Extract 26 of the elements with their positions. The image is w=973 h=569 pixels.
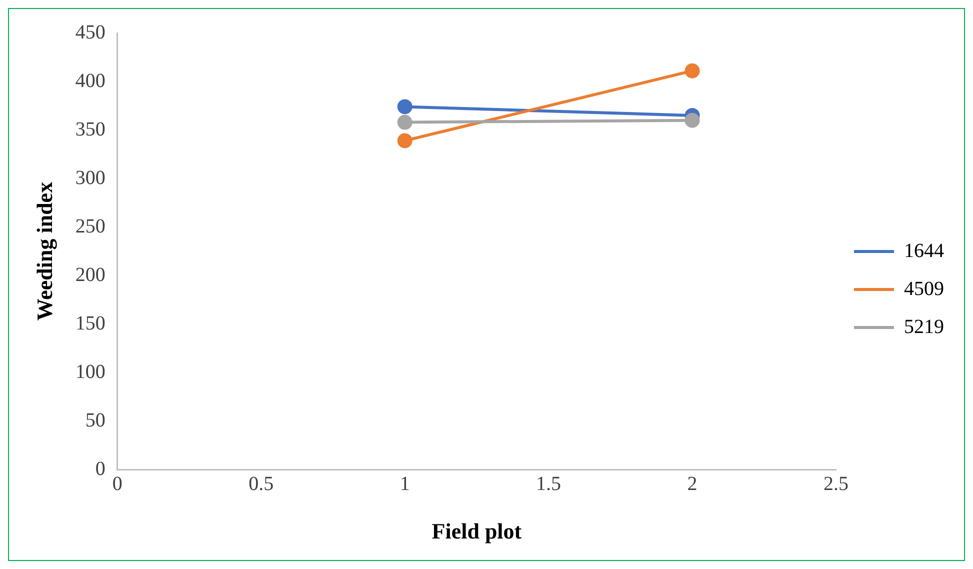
x-tick-label: 2.5 xyxy=(824,472,848,495)
x-tick-label: 1.5 xyxy=(536,472,562,495)
y-tick-label: 50 xyxy=(85,409,106,432)
x-tick-label: 1 xyxy=(400,472,410,495)
y-tick-label: 400 xyxy=(75,70,106,92)
point xyxy=(397,133,412,148)
y-tick-label: 150 xyxy=(75,312,106,334)
x-tick-label: 0.5 xyxy=(248,472,274,495)
y-tick-label: 200 xyxy=(75,264,106,286)
x-axis-title: Field plot xyxy=(432,518,522,544)
y-tick-label: 350 xyxy=(75,118,106,140)
point xyxy=(684,63,700,78)
point xyxy=(397,114,412,130)
y-tick-label: 100 xyxy=(75,360,106,383)
y-tick-label: 300 xyxy=(75,166,106,189)
y-axis-title: Weeding index xyxy=(32,182,57,321)
legend-label: 1644 xyxy=(904,240,944,262)
point xyxy=(684,112,700,128)
point xyxy=(397,99,412,114)
y-tick-label: 0 xyxy=(95,458,106,480)
y-tick-label: 450 xyxy=(75,21,106,44)
x-tick-label: 0 xyxy=(112,472,122,495)
legend-label: 4509 xyxy=(904,278,944,300)
y-tick-label: 250 xyxy=(75,215,106,238)
legend-label: 5219 xyxy=(904,316,944,338)
x-tick-label: 2 xyxy=(687,472,698,495)
